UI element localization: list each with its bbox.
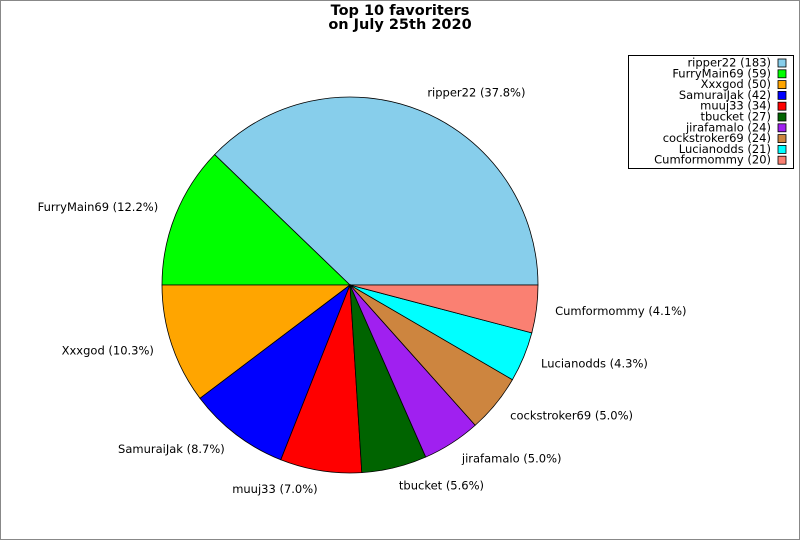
legend-swatch	[777, 101, 787, 111]
slice-label: SamuraiJak (8.7%)	[118, 442, 225, 456]
slice-label: cockstroker69 (5.0%)	[510, 408, 633, 422]
legend-swatch	[777, 58, 787, 68]
slice-label: Xxxgod (10.3%)	[62, 343, 154, 357]
slice-label: ripper22 (37.8%)	[427, 86, 525, 100]
legend-swatch	[777, 69, 787, 79]
legend-swatch	[777, 134, 787, 144]
pie-slice	[161, 154, 351, 286]
legend-label: jirafamalo (24)	[685, 120, 771, 134]
pie-slice	[349, 284, 539, 334]
slice-label: tbucket (5.6%)	[399, 478, 484, 492]
pie-slice	[199, 283, 351, 461]
slice-label: muuj33 (7.0%)	[232, 482, 317, 496]
legend-label: Lucianodds (21)	[679, 142, 771, 156]
legend-swatch	[777, 112, 787, 122]
legend-label: Xxxgod (50)	[701, 77, 771, 91]
legend-label: Cumformommy (20)	[654, 153, 771, 167]
legend-swatch	[777, 80, 787, 89]
slice-label: FurryMain69 (12.2%)	[38, 200, 159, 214]
legend-swatch	[777, 123, 787, 133]
legend-label: ripper22 (183)	[687, 56, 771, 70]
legend-label: muuj33 (34)	[700, 99, 771, 113]
legend-label: FurryMain69 (59)	[672, 66, 771, 80]
legend-swatch	[777, 144, 787, 154]
slice-label: Lucianodds (4.3%)	[541, 357, 648, 371]
chart-title: Top 10 favoriters	[331, 3, 470, 19]
legend-label: tbucket (27)	[700, 110, 771, 124]
legend-label: SamuraiJak (42)	[679, 88, 771, 102]
pie-slice	[161, 284, 352, 399]
legend-swatch	[777, 91, 787, 100]
legend-box	[628, 55, 794, 169]
legend-label: cockstroker69 (24)	[663, 131, 771, 145]
legend-swatch	[777, 155, 787, 165]
slice-label: Cumformommy (4.1%)	[555, 304, 686, 318]
pie-slice	[214, 96, 539, 286]
slice-label: jirafamalo (5.0%)	[461, 451, 562, 465]
chart-title: on July 25th 2020	[328, 17, 471, 33]
